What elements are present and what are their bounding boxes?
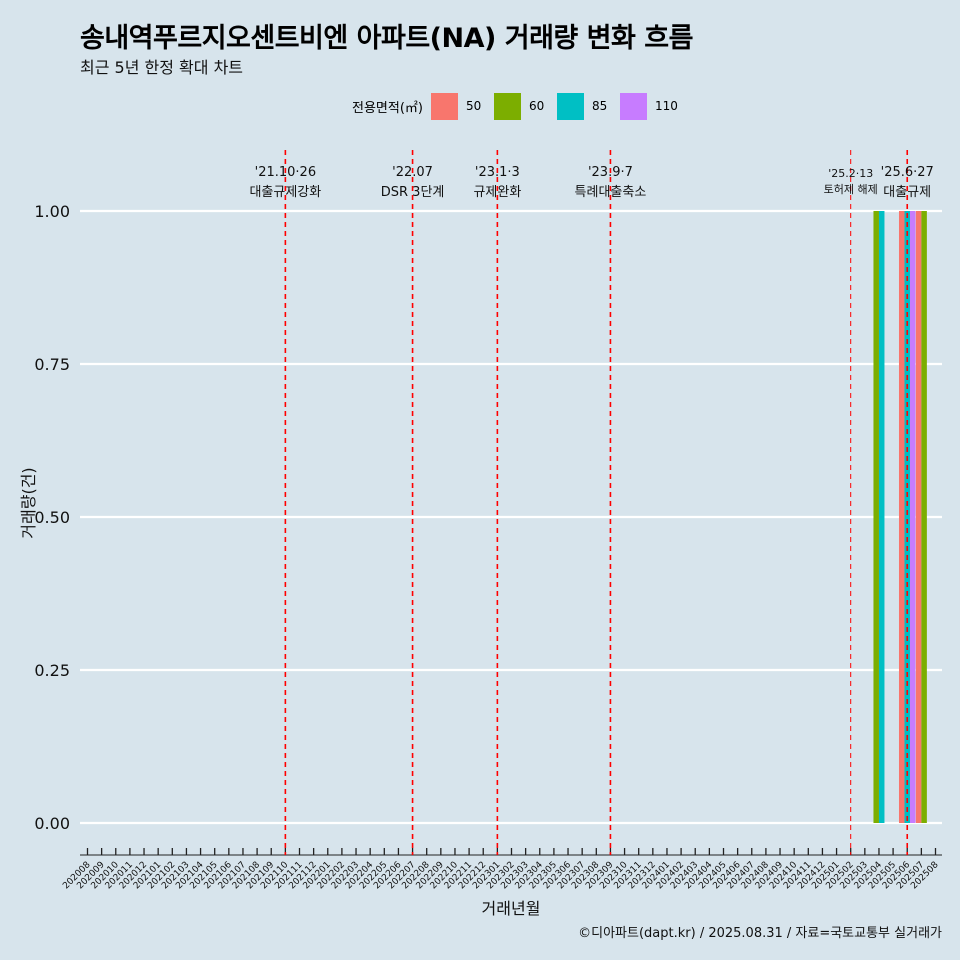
event-text-label: 대출규제 — [883, 185, 931, 200]
bar-202507-60 — [921, 211, 927, 823]
bar-202506-85 — [904, 211, 910, 823]
bar-202504-85 — [878, 211, 885, 823]
y-axis-title: 거래량(건) — [19, 467, 38, 538]
legend-key-60 — [493, 92, 521, 120]
legend-label-110: 110 — [654, 99, 678, 113]
event-date-label: '22.07 — [392, 165, 433, 180]
legend-title: 전용면적(㎡) — [352, 100, 423, 116]
legend-item-50: 50 — [430, 92, 488, 120]
event-date-label: '21.10·26 — [255, 165, 316, 180]
chart-subtitle: 최근 5년 한정 확대 차트 — [80, 58, 244, 77]
source-caption: ©디아파트(dapt.kr) / 2025.08.31 / 자료=국토교통부 실… — [578, 926, 942, 941]
y-tick-label: 0.50 — [34, 508, 70, 527]
event-text-label: 토허제 해제 — [824, 182, 878, 196]
legend-key-50 — [430, 92, 458, 120]
bar-202506-110 — [909, 211, 916, 823]
legend-key-85 — [556, 92, 584, 120]
legend-label-85: 85 — [591, 99, 608, 113]
legend-key-110 — [619, 92, 647, 120]
y-tick-label: 0.25 — [34, 661, 70, 680]
bar-202507-50 — [915, 211, 922, 823]
legend-label-50: 50 — [465, 99, 482, 113]
event-text-label: 규제완화 — [473, 185, 521, 200]
legend-label-60: 60 — [528, 99, 545, 113]
event-date-label: '25.6·27 — [881, 165, 934, 180]
event-text-label: 특례대출축소 — [575, 185, 647, 200]
y-tick-label: 0.75 — [34, 355, 70, 374]
y-tick-label: 1.00 — [34, 202, 70, 221]
legend-item-85: 85 — [556, 92, 614, 120]
event-date-label: '25.2·13 — [828, 167, 873, 180]
bar-202506-50 — [898, 211, 905, 823]
legend-item-60: 60 — [493, 92, 551, 120]
chart-title: 송내역푸르지오센트비엔 아파트(NA) 거래량 변화 흐름 — [80, 23, 693, 54]
event-text-label: DSR 3단계 — [381, 185, 445, 200]
legend: 전용면적(㎡) 50 60 85 110 — [352, 92, 684, 120]
event-date-label: '23.1·3 — [475, 165, 520, 180]
legend-item-110: 110 — [619, 92, 678, 120]
y-tick-label: 0.00 — [34, 814, 70, 833]
x-axis-title: 거래년월 — [482, 899, 541, 918]
bar-202504-60 — [873, 211, 879, 823]
event-date-label: '23.9·7 — [588, 165, 633, 180]
event-text-label: 대출규제강화 — [249, 185, 321, 200]
